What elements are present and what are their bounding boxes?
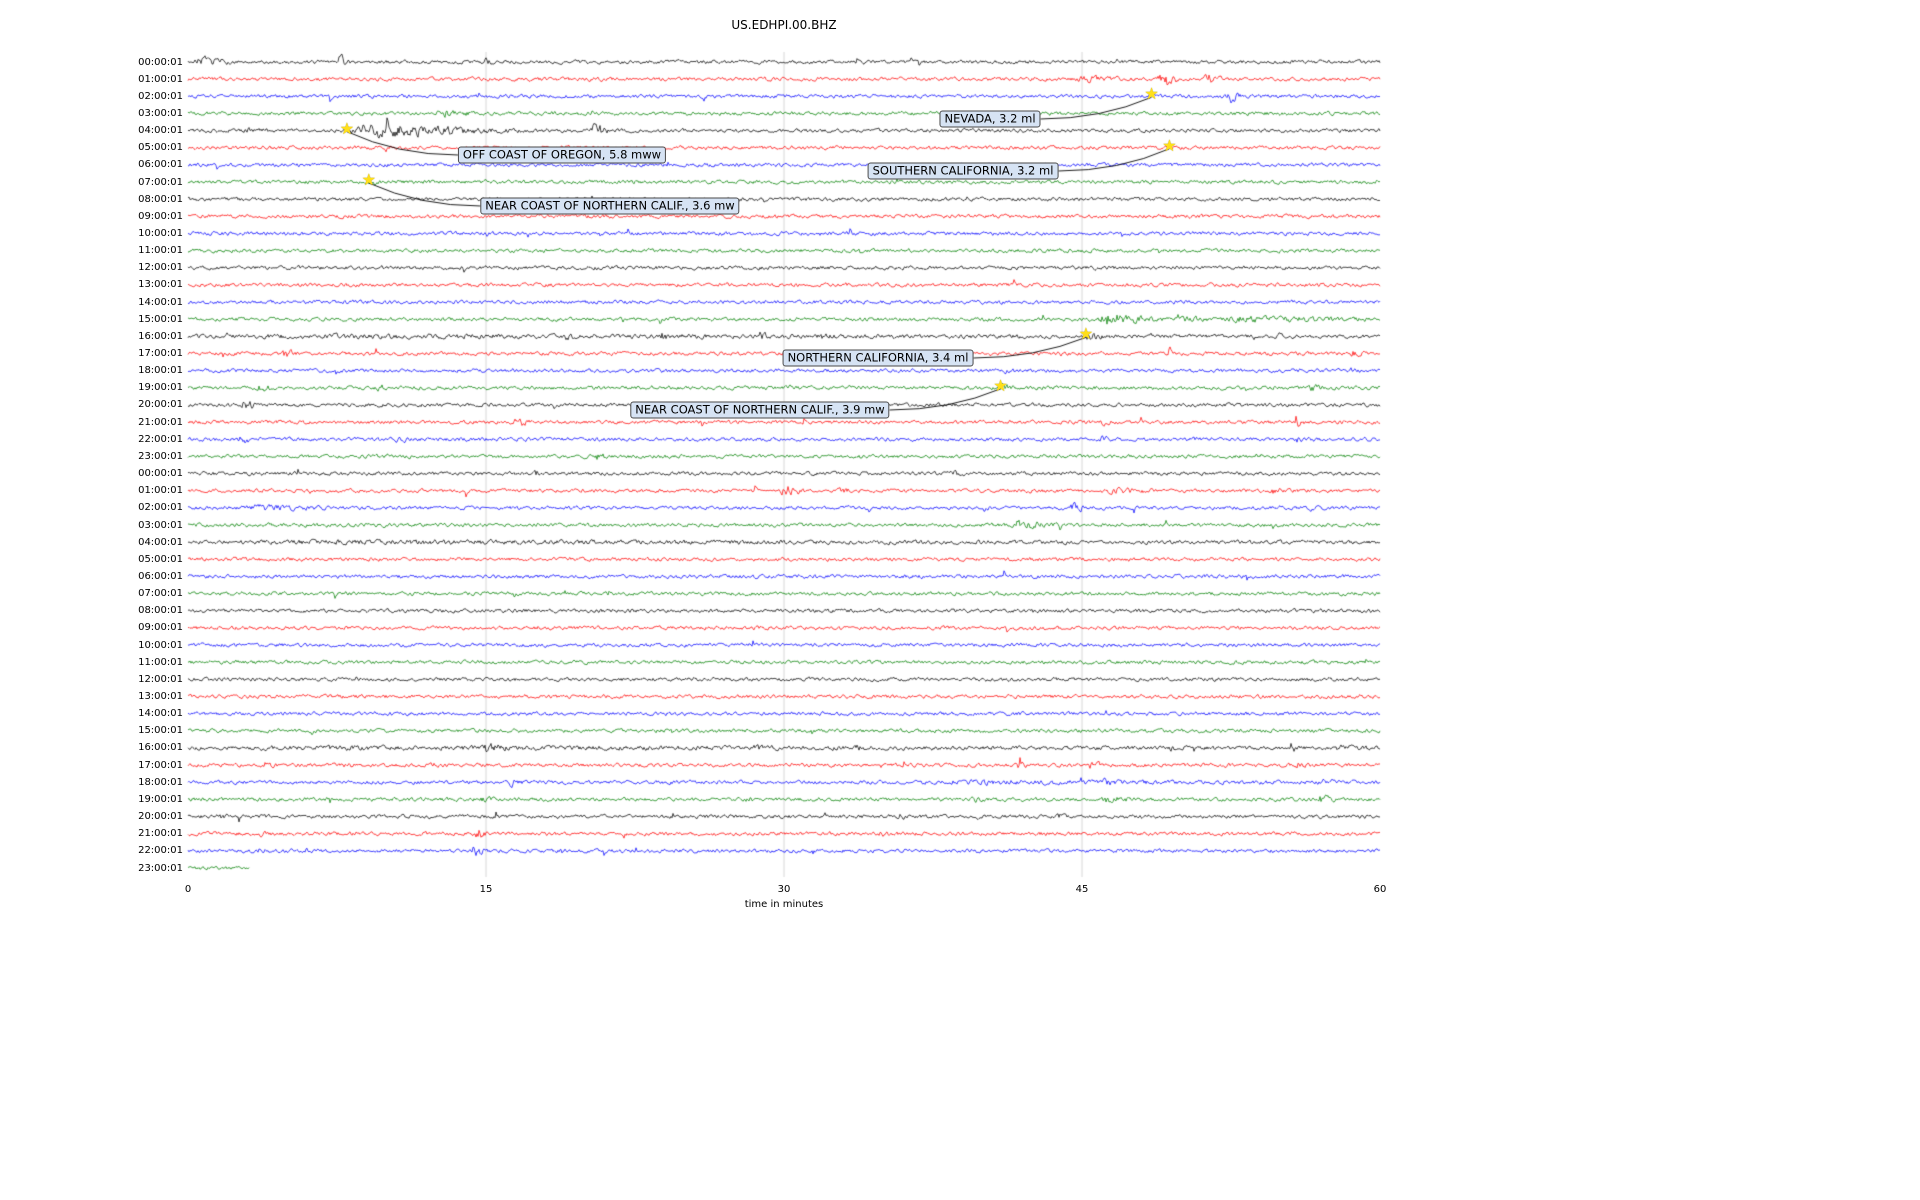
x-axis-title: time in minutes [744, 899, 824, 910]
event-annotation-label: NORTHERN CALIFORNIA, 3.4 ml [782, 349, 974, 367]
row-time-label: 03:00:01 [138, 107, 183, 119]
row-time-label: 08:00:01 [138, 605, 183, 617]
event-annotation-label: NEAR COAST OF NORTHERN CALIF., 3.9 mw [630, 401, 890, 419]
x-tick-label: 0 [184, 884, 192, 895]
row-time-label: 05:00:01 [138, 553, 183, 565]
row-time-label: 05:00:01 [138, 142, 183, 154]
row-time-label: 07:00:01 [138, 588, 183, 600]
row-time-label: 18:00:01 [138, 776, 183, 788]
row-time-label: 06:00:01 [138, 159, 183, 171]
row-time-label: 16:00:01 [138, 330, 183, 342]
row-time-label: 01:00:01 [138, 73, 183, 85]
row-time-label: 02:00:01 [138, 502, 183, 514]
row-time-label: 23:00:01 [138, 450, 183, 462]
event-star-icon: ★ [1162, 135, 1177, 155]
chart-title: US.EDHPI.00.BHZ [731, 18, 837, 32]
event-annotation-label: NEAR COAST OF NORTHERN CALIF., 3.6 mw [480, 197, 740, 215]
x-tick-label: 45 [1075, 884, 1089, 895]
row-time-label: 00:00:01 [138, 56, 183, 68]
row-time-label: 09:00:01 [138, 622, 183, 634]
event-annotation-label: OFF COAST OF OREGON, 5.8 mww [457, 146, 667, 164]
row-time-label: 18:00:01 [138, 365, 183, 377]
row-time-label: 20:00:01 [138, 399, 183, 411]
row-time-label: 12:00:01 [138, 673, 183, 685]
x-tick-label: 60 [1373, 884, 1387, 895]
row-time-label: 11:00:01 [138, 245, 183, 257]
event-star-icon: ★ [361, 170, 376, 190]
row-time-label: 02:00:01 [138, 90, 183, 102]
row-time-label: 10:00:01 [138, 227, 183, 239]
event-annotation-label: NEVADA, 3.2 ml [939, 110, 1041, 128]
x-tick-label: 30 [777, 884, 791, 895]
row-time-label: 15:00:01 [138, 313, 183, 325]
row-time-label: 04:00:01 [138, 125, 183, 137]
row-time-label: 19:00:01 [138, 382, 183, 394]
row-time-label: 15:00:01 [138, 725, 183, 737]
row-time-label: 22:00:01 [138, 845, 183, 857]
row-time-label: 19:00:01 [138, 793, 183, 805]
row-time-label: 14:00:01 [138, 296, 183, 308]
row-time-label: 13:00:01 [138, 691, 183, 702]
row-time-label: 21:00:01 [138, 416, 183, 428]
row-time-label: 07:00:01 [138, 176, 183, 188]
row-time-label: 00:00:01 [138, 468, 183, 480]
row-time-label: 09:00:01 [138, 210, 183, 222]
event-star-icon: ★ [993, 375, 1008, 395]
event-annotation-label: SOUTHERN CALIFORNIA, 3.2 ml [867, 162, 1059, 180]
row-time-label: 11:00:01 [138, 656, 183, 668]
row-time-label: 12:00:01 [138, 262, 183, 274]
event-star-icon: ★ [1078, 324, 1094, 344]
row-time-label: 13:00:01 [138, 279, 183, 291]
row-time-label: 01:00:01 [138, 485, 183, 497]
row-time-label: 08:00:01 [138, 193, 183, 205]
row-time-label: 03:00:01 [138, 519, 183, 531]
row-time-label: 23:00:01 [138, 862, 183, 874]
row-time-label: 06:00:01 [138, 570, 183, 582]
row-time-label: 20:00:01 [138, 811, 183, 823]
row-time-label: 21:00:01 [138, 828, 183, 840]
event-star-icon: ★ [1144, 84, 1159, 104]
event-star-icon: ★ [339, 118, 355, 138]
row-time-label: 04:00:01 [138, 536, 183, 548]
row-time-label: 14:00:01 [138, 708, 183, 720]
row-time-label: 22:00:01 [138, 433, 183, 445]
row-time-label: 16:00:01 [138, 742, 183, 754]
row-time-label: 17:00:01 [138, 348, 183, 360]
row-time-label: 10:00:01 [138, 639, 183, 651]
row-time-label: 17:00:01 [138, 759, 183, 771]
x-tick-label: 15 [479, 884, 493, 895]
